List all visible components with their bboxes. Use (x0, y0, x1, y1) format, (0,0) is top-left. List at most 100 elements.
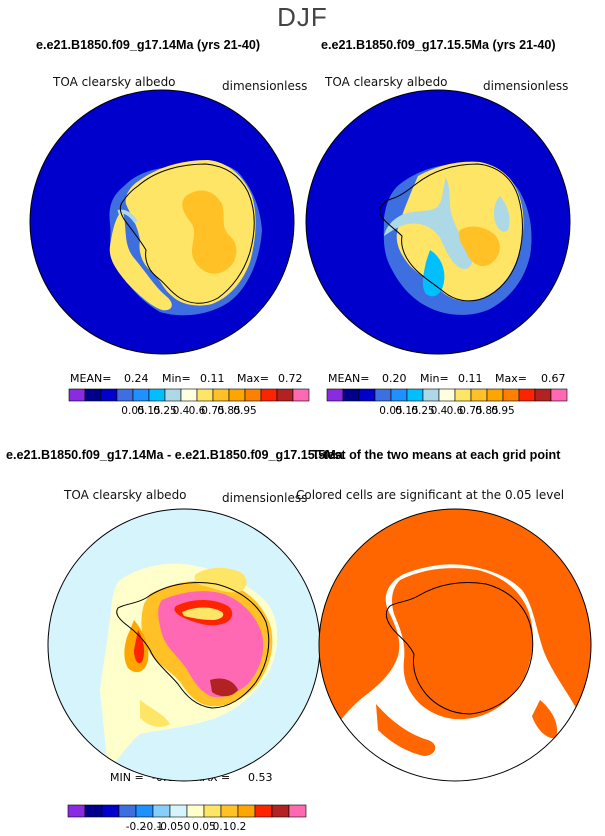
panel3-min-label: MIN = (110, 771, 144, 784)
panel3-colorbar-box (220, 804, 239, 818)
panel2-colorbar-box (326, 388, 344, 402)
panel3-colorbar-tick-label: 0.2 (230, 821, 247, 833)
panel2-map-border (305, 89, 571, 355)
panel3-colorbar-tick-label: -0.1 (143, 821, 164, 833)
panel2-map (306, 90, 570, 354)
panel3-colorbar-box (237, 804, 256, 818)
panel2-colorbar-box (454, 388, 472, 402)
panel1-max-label: Max= (237, 372, 269, 385)
panel2-units: dimensionless (483, 79, 569, 93)
panel3-variable: TOA clearsky albedo (64, 488, 187, 502)
panel3-colorbar-box (101, 804, 120, 818)
panel2-mean-value: 0.20 (382, 372, 407, 385)
panel2-colorbar-box (550, 388, 568, 402)
panel1-colorbar-box (84, 388, 102, 402)
panel1-colorbar-tick-label: 0.95 (233, 405, 256, 417)
panel1-colorbar-box (260, 388, 278, 402)
panel2-colorbar: 0.050.150.250.4 0.60.750.850.95 (326, 388, 568, 417)
panel3-colorbar-box (169, 804, 188, 818)
panel4-subtitle: Colored cells are significant at the 0.0… (296, 488, 565, 502)
panel2-colorbar-box (390, 388, 408, 402)
panel3-colorbar-box (152, 804, 171, 818)
panel2-max-label: Max= (495, 372, 527, 385)
panel1-colorbar: 0.050.150.250.4 0.60.750.850.95 (68, 388, 310, 417)
panel4-map-border (318, 508, 592, 782)
panel1-mean-label: MEAN= (70, 372, 112, 385)
panel2-colorbar-box (518, 388, 536, 402)
panel1-colorbar-box (132, 388, 150, 402)
panel4-title: T-test of the two means at each grid poi… (312, 448, 561, 462)
panel1-variable: TOA clearsky albedo (53, 75, 176, 89)
season-title: DJF (277, 2, 328, 32)
panel2-colorbar-tick-label: 0.85 (475, 405, 498, 417)
panel2-colorbar-tick-label: 0.75 (459, 405, 482, 417)
panel1-colorbar-tick-label: 0.6 (189, 405, 206, 417)
panel2-colorbar-box (438, 388, 456, 402)
panel3-map (48, 509, 320, 781)
panel3-colorbar-tick-label: -0.2 (126, 821, 147, 833)
panel2-colorbar-box (422, 388, 440, 402)
panel2-variable: TOA clearsky albedo (325, 75, 448, 89)
panel1-mean-value: 0.24 (124, 372, 149, 385)
panel1-colorbar-box (180, 388, 198, 402)
panel1-colorbar-box (68, 388, 86, 402)
panel3-colorbar-box (203, 804, 222, 818)
panel1-colorbar-box (292, 388, 310, 402)
panel3-max-value: 0.53 (248, 771, 273, 784)
panel1-map (30, 90, 294, 354)
panel2-min-label: Min= (420, 372, 449, 385)
panel2-colorbar-box (374, 388, 392, 402)
panel2-colorbar-tick-label: 0.15 (395, 405, 418, 417)
panel1-colorbar-tick-label: 0.4 (173, 405, 190, 417)
panel1-min-label: Min= (162, 372, 191, 385)
panel1-colorbar-box (276, 388, 294, 402)
panel1-colorbar-box (116, 388, 134, 402)
panel2-colorbar-box (534, 388, 552, 402)
panel3-colorbar-box (67, 804, 86, 818)
panel2-mean-label: MEAN= (328, 372, 370, 385)
panel2-colorbar-box (342, 388, 360, 402)
panel2-colorbar-tick-label: 0.4 (431, 405, 448, 417)
panel2-colorbar-box (470, 388, 488, 402)
panel3-units: dimensionless (222, 491, 308, 505)
panel2-colorbar-box (502, 388, 520, 402)
panel3-colorbar-box (186, 804, 205, 818)
panel1-colorbar-tick-label: 0.25 (153, 405, 176, 417)
panel3-colorbar-tick-label: -0.05 (156, 821, 183, 833)
panel2-colorbar-tick-label: 0.05 (379, 405, 402, 417)
panel3-colorbar-box (271, 804, 290, 818)
panel1-colorbar-tick-label: 0.15 (137, 405, 160, 417)
panel3-colorbar-box (84, 804, 103, 818)
panel1-min-value: 0.11 (200, 372, 225, 385)
panel1-colorbar-box (212, 388, 230, 402)
panel2-colorbar-tick-label: 0.25 (411, 405, 434, 417)
panel3-colorbar-tick-label: 0 (184, 821, 191, 833)
panel1-colorbar-box (244, 388, 262, 402)
panel1-colorbar-box (228, 388, 246, 402)
panel1-map-border (29, 89, 295, 355)
panel2-title: e.e21.B1850.f09_g17.15.5Ma (yrs 21-40) (321, 38, 556, 52)
panel1-colorbar-tick-label: 0.75 (201, 405, 224, 417)
panel1-max-value: 0.72 (278, 372, 303, 385)
panel1-colorbar-box (164, 388, 182, 402)
panel1-colorbar-tick-label: 0.85 (217, 405, 240, 417)
panel3-colorbar-box (254, 804, 273, 818)
panel3-colorbar-box (135, 804, 154, 818)
panel3-title: e.e21.B1850.f09_g17.14Ma - e.e21.B1850.f… (6, 448, 343, 462)
panel3-colorbar-tick-label: 0.05 (192, 821, 215, 833)
panel4-map (319, 509, 591, 781)
panel2-max-value: 0.67 (541, 372, 566, 385)
panel1-title: e.e21.B1850.f09_g17.14Ma (yrs 21-40) (36, 38, 261, 52)
panel2-colorbar-box (358, 388, 376, 402)
panel2-colorbar-box (486, 388, 504, 402)
panel1-colorbar-box (100, 388, 118, 402)
panel2-min-value: 0.11 (458, 372, 483, 385)
panel3-colorbar-tick-label: 0.1 (213, 821, 230, 833)
panel3-colorbar-box (118, 804, 137, 818)
panel2-colorbar-tick-label: 0.95 (491, 405, 514, 417)
panel1-colorbar-tick-label: 0.05 (121, 405, 144, 417)
panel3-colorbar-box (288, 804, 307, 818)
panel3-colorbar: -0.2-0.1-0.05 0 0.050.1 0.2 (67, 804, 307, 833)
panel1-colorbar-box (148, 388, 166, 402)
